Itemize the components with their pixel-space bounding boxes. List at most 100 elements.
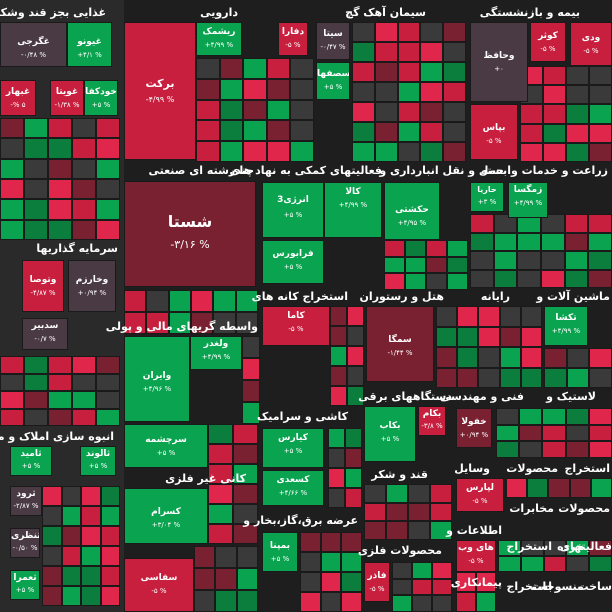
tile-filler[interactable] (543, 556, 567, 572)
tile-filler[interactable] (517, 232, 541, 251)
tile-filler[interactable] (48, 219, 72, 240)
tile-filler[interactable] (420, 142, 444, 162)
tile-filler[interactable] (290, 99, 314, 121)
tile-filler[interactable] (72, 391, 96, 409)
tile-filler[interactable] (519, 408, 543, 425)
tile-filler[interactable] (208, 484, 233, 504)
tile-filler[interactable] (196, 141, 220, 162)
tile-filler[interactable] (0, 408, 24, 426)
tile-filler[interactable] (24, 219, 48, 240)
stock-tile[interactable]: غیونو +۴/۱ % (67, 22, 112, 67)
stock-tile[interactable]: خفولا +۰/۹۴ % (456, 408, 492, 448)
tile-filler[interactable] (72, 373, 96, 391)
stock-tile[interactable]: های وب -۵ % (456, 540, 496, 572)
stock-tile[interactable]: سرچشمه +۵ % (124, 424, 208, 468)
tile-filler[interactable] (48, 179, 72, 200)
tile-filler[interactable] (443, 142, 466, 162)
tile-filler[interactable] (0, 179, 24, 200)
tile-filler[interactable] (588, 441, 612, 458)
tile-filler[interactable] (290, 78, 314, 100)
tile-filler[interactable] (320, 592, 342, 612)
tile-filler[interactable] (96, 356, 120, 374)
tile-filler[interactable] (397, 82, 421, 102)
tile-filler[interactable] (430, 521, 452, 540)
tile-filler[interactable] (408, 484, 430, 503)
tile-filler[interactable] (408, 521, 430, 540)
tile-filler[interactable] (493, 269, 518, 288)
tile-filler[interactable] (81, 586, 101, 606)
stock-tile[interactable]: خودکفا +۵ % (84, 80, 118, 116)
tile-filler[interactable] (235, 312, 258, 334)
stock-tile[interactable]: بمپنا +۵ % (262, 532, 298, 572)
stock-tile[interactable]: سمگا -۱/۴۴ % (366, 306, 434, 382)
tile-filler[interactable] (392, 595, 412, 612)
tile-filler[interactable] (243, 120, 267, 142)
tile-filler[interactable] (352, 82, 375, 102)
stock-tile[interactable]: بکاب +۵ % (364, 406, 416, 462)
tile-filler[interactable] (564, 232, 589, 251)
tile-filler[interactable] (341, 592, 362, 612)
tile-filler[interactable] (81, 546, 101, 566)
tile-filler[interactable] (392, 578, 412, 596)
stock-tile[interactable]: فرابورس +۵ % (262, 240, 324, 284)
tile-filler[interactable] (42, 566, 62, 586)
tile-filler[interactable] (456, 572, 476, 592)
tile-filler[interactable] (0, 138, 24, 159)
tile-filler[interactable] (470, 214, 494, 233)
tile-filler[interactable] (219, 78, 244, 100)
stock-tile[interactable]: کسعدی +۴/۶۶ % (262, 470, 324, 506)
tile-filler[interactable] (457, 347, 479, 368)
tile-filler[interactable] (496, 441, 520, 458)
tile-filler[interactable] (541, 269, 565, 288)
tile-filler[interactable] (81, 506, 101, 526)
tile-filler[interactable] (498, 556, 521, 572)
tile-filler[interactable] (81, 486, 101, 506)
tile-filler[interactable] (397, 122, 421, 142)
stock-tile[interactable]: کوثر -۵ % (530, 22, 566, 62)
tile-filler[interactable] (235, 290, 258, 312)
tile-filler[interactable] (42, 486, 62, 506)
tile-filler[interactable] (61, 526, 81, 546)
tile-filler[interactable] (236, 546, 258, 568)
tile-filler[interactable] (266, 141, 291, 162)
tile-filler[interactable] (208, 444, 233, 464)
tile-filler[interactable] (42, 506, 62, 526)
tile-filler[interactable] (566, 66, 589, 86)
stock-tile[interactable]: حاریا +۳ % (470, 182, 504, 212)
tile-filler[interactable] (352, 142, 375, 162)
tile-filler[interactable] (564, 251, 589, 270)
tile-filler[interactable] (233, 484, 258, 504)
tile-filler[interactable] (499, 367, 521, 388)
tile-filler[interactable] (233, 424, 258, 444)
tile-filler[interactable] (48, 199, 72, 220)
tile-filler[interactable] (219, 99, 244, 121)
tile-filler[interactable] (61, 486, 81, 506)
tile-filler[interactable] (543, 66, 566, 86)
tile-filler[interactable] (541, 251, 565, 270)
tile-filler[interactable] (544, 348, 567, 368)
tile-filler[interactable] (566, 85, 589, 105)
stock-tile[interactable]: سیتا -۰/۴۷ % (316, 22, 350, 60)
tile-filler[interactable] (499, 326, 521, 347)
tile-filler[interactable] (42, 586, 62, 606)
tile-filler[interactable] (374, 82, 398, 102)
stock-tile[interactable]: فاذر -۵ % (364, 562, 390, 602)
tile-filler[interactable] (191, 290, 214, 312)
tile-filler[interactable] (290, 141, 314, 162)
tile-filler[interactable] (447, 240, 468, 257)
tile-filler[interactable] (470, 251, 494, 270)
tile-filler[interactable] (328, 428, 345, 448)
tile-filler[interactable] (588, 408, 612, 425)
tile-filler[interactable] (347, 346, 364, 366)
tile-filler[interactable] (564, 214, 589, 233)
tile-filler[interactable] (432, 578, 452, 596)
tile-filler[interactable] (566, 540, 590, 556)
tile-filler[interactable] (0, 373, 24, 391)
stock-tile[interactable]: ثامید +۵ % (10, 446, 52, 476)
tile-filler[interactable] (457, 367, 479, 388)
tile-filler[interactable] (328, 488, 345, 508)
tile-filler[interactable] (243, 58, 267, 79)
tile-filler[interactable] (81, 526, 101, 546)
tile-filler[interactable] (330, 366, 347, 386)
tile-filler[interactable] (430, 502, 452, 522)
